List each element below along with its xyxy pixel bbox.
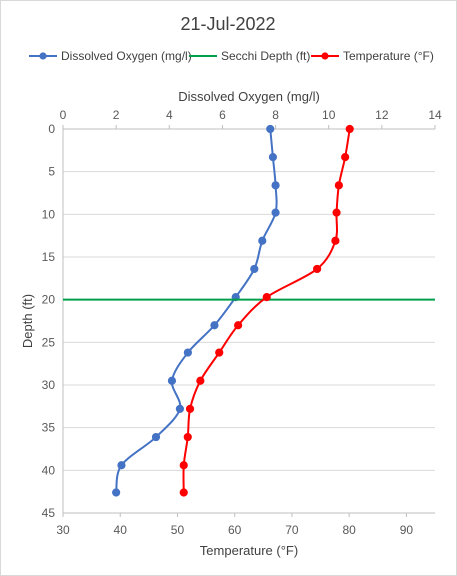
y-tick-label: 45 — [42, 506, 56, 520]
y-tick-label: 40 — [42, 463, 56, 477]
top-tick-label: 14 — [428, 108, 442, 122]
legend-item-0: Dissolved Oxygen (mg/l) — [29, 49, 192, 63]
data-point — [313, 264, 322, 274]
y-axis-title: Depth (ft) — [20, 294, 35, 348]
bottom-tick-label: 90 — [400, 523, 414, 537]
data-point — [183, 348, 192, 357]
y-tick-label: 0 — [48, 122, 55, 136]
chart-title: 21-Jul-2022 — [180, 14, 275, 34]
legend-label: Temperature (°F) — [343, 49, 434, 63]
data-point — [331, 236, 340, 245]
data-point — [196, 376, 205, 385]
legend-label: Secchi Depth (ft) — [221, 49, 310, 63]
series-line — [182, 128, 351, 493]
top-tick-label: 0 — [60, 108, 67, 122]
gridlines — [63, 128, 435, 514]
data-point — [215, 348, 224, 357]
data-point — [258, 236, 267, 245]
data-point — [151, 432, 161, 442]
bottom-tick-label: 40 — [114, 523, 128, 537]
top-tick-label: 4 — [166, 108, 173, 122]
bottom-axis-title: Temperature (°F) — [200, 543, 298, 558]
top-tick-label: 6 — [219, 108, 226, 122]
y-tick-label: 25 — [42, 335, 56, 349]
data-point — [341, 153, 350, 162]
top-tick-label: 8 — [272, 108, 279, 122]
data-point — [179, 488, 188, 497]
data-point — [234, 321, 243, 330]
data-point — [262, 293, 271, 302]
series-layer — [63, 124, 435, 497]
top-tick-label: 2 — [113, 108, 120, 122]
y-tick-label: 30 — [42, 378, 56, 392]
data-point — [112, 488, 121, 497]
legend-swatch-marker — [39, 52, 47, 60]
top-tick-label: 12 — [375, 108, 389, 122]
data-point — [271, 181, 280, 190]
y-tick-label: 10 — [42, 207, 56, 221]
legend-swatch-marker — [321, 52, 329, 60]
top-tick-label: 10 — [322, 108, 336, 122]
y-tick-label: 20 — [42, 293, 56, 307]
data-point — [332, 208, 341, 217]
data-point — [179, 461, 188, 470]
bottom-tick-label: 80 — [342, 523, 356, 537]
data-point — [117, 461, 126, 470]
data-point — [210, 321, 219, 330]
bottom-tick-label: 60 — [228, 523, 242, 537]
y-tick-label: 35 — [42, 421, 56, 435]
data-point — [271, 208, 280, 217]
y-tick-label: 5 — [48, 165, 55, 179]
series-2 — [179, 124, 354, 497]
series-0 — [112, 124, 280, 497]
axes: 0 5 10 15 20 25 30 35 40 45 0 2 4 6 8 10 12 14 30 40 50 60 70 8… — [42, 108, 442, 537]
data-point — [183, 432, 192, 442]
bottom-tick-label: 70 — [285, 523, 299, 537]
data-point — [167, 376, 177, 385]
legend-item-2: Temperature (°F) — [311, 49, 434, 63]
bottom-tick-label: 30 — [56, 523, 70, 537]
data-point — [345, 124, 354, 134]
top-axis-title: Dissolved Oxygen (mg/l) — [178, 89, 320, 104]
legend: Dissolved Oxygen (mg/l) Secchi Depth (ft)… — [29, 49, 434, 63]
legend-label: Dissolved Oxygen (mg/l) — [61, 49, 192, 63]
data-point — [334, 181, 343, 190]
data-point — [185, 404, 195, 413]
data-point — [175, 404, 185, 413]
legend-item-1: Secchi Depth (ft) — [189, 49, 310, 63]
data-point — [268, 153, 278, 162]
data-point — [250, 264, 259, 274]
y-tick-label: 15 — [42, 250, 56, 264]
bottom-tick-label: 50 — [171, 523, 185, 537]
data-point — [266, 124, 275, 134]
